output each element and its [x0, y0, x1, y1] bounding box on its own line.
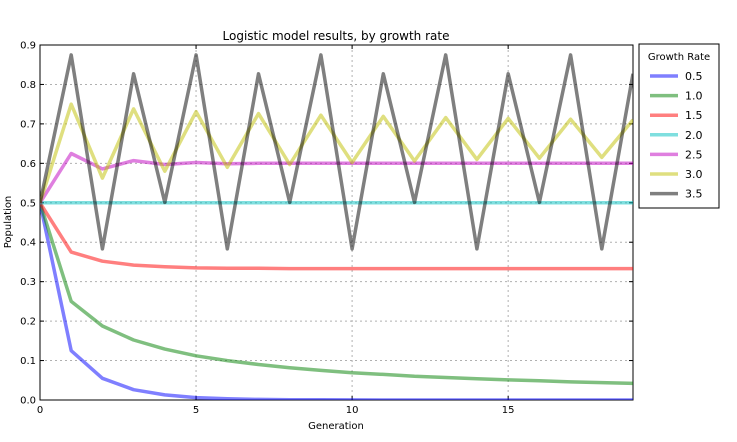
series-line-3-5 — [40, 53, 633, 251]
series-line-1-5 — [40, 201, 633, 271]
x-tick-label: 5 — [193, 405, 199, 416]
y-tick-label: 0.6 — [20, 159, 36, 170]
y-tick-label: 0.9 — [20, 41, 36, 52]
legend-label: 3.0 — [685, 168, 703, 181]
x-tick-label: 10 — [346, 405, 359, 416]
x-tick-label: 0 — [37, 405, 43, 416]
y-tick-label: 0.5 — [20, 198, 36, 209]
y-tick-label: 0.1 — [20, 356, 36, 367]
series-line-0-5 — [40, 202, 633, 400]
series-line-1-0 — [40, 202, 633, 386]
y-axis-title: Population — [3, 196, 14, 249]
series-line-3-0 — [40, 102, 633, 204]
legend-label: 2.0 — [685, 129, 703, 142]
y-tick-label: 0.7 — [20, 119, 36, 130]
legend-label: 3.5 — [685, 188, 703, 201]
y-tick-label: 0.0 — [20, 396, 36, 407]
series-lines — [40, 53, 633, 400]
legend-label: 2.5 — [685, 148, 703, 161]
legend-label: 1.5 — [685, 109, 703, 122]
legend: Growth Rate 0.5 1.0 1.5 2.0 2.5 3.0 3.5 — [638, 43, 720, 209]
legend-box — [638, 43, 720, 209]
y-tick-label: 0.2 — [20, 317, 36, 328]
chart-title: Logistic model results, by growth rate — [223, 29, 450, 43]
series-line-2-5 — [40, 151, 633, 204]
legend-label: 1.0 — [685, 90, 703, 103]
x-tick-label: 15 — [502, 405, 515, 416]
x-axis-title: Generation — [308, 421, 364, 432]
legend-title: Growth Rate — [648, 52, 710, 63]
y-tick-label: 0.4 — [20, 238, 36, 249]
y-tick-label: 0.3 — [20, 277, 36, 288]
legend-label: 0.5 — [685, 70, 703, 83]
y-tick-label: 0.8 — [20, 80, 36, 91]
